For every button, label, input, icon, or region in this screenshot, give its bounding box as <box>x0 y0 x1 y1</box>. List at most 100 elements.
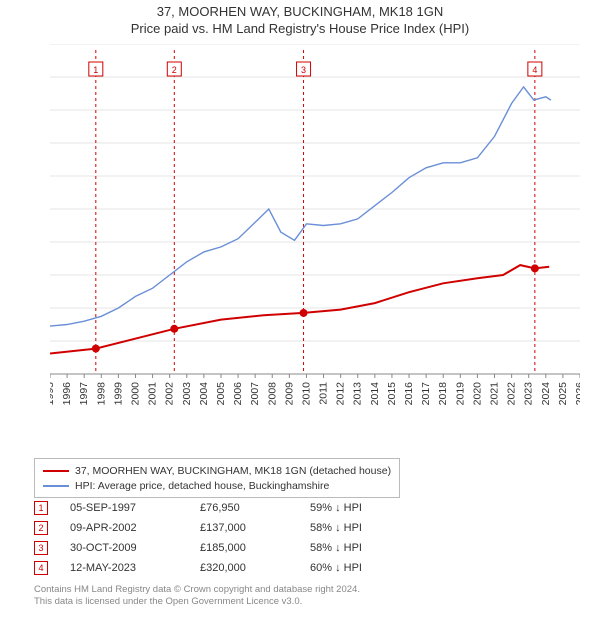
legend-label: HPI: Average price, detached house, Buck… <box>75 480 329 492</box>
xtick-label: 2012 <box>335 382 347 406</box>
marker-num: 2 <box>172 65 177 75</box>
xtick-label: 1997 <box>78 382 90 406</box>
transaction-pct: 58% ↓ HPI <box>310 522 420 534</box>
xtick-label: 2010 <box>300 382 312 406</box>
xtick-label: 2006 <box>232 382 244 406</box>
xtick-label: 2009 <box>283 382 295 406</box>
xtick-label-g: 2000 <box>129 382 141 406</box>
chart-title-line2: Price paid vs. HM Land Registry's House … <box>0 21 600 36</box>
xtick-label: 2001 <box>147 382 159 406</box>
xtick-label: 2004 <box>198 382 210 406</box>
xtick-label: 2017 <box>420 382 432 406</box>
xtick-label-g: 1998 <box>95 382 107 406</box>
xtick-label: 2026 <box>574 382 580 406</box>
xtick-label-g: 2025 <box>557 382 569 406</box>
xtick-label: 1995 <box>50 382 56 406</box>
transaction-marker: 2 <box>34 521 48 535</box>
transaction-price: £137,000 <box>200 522 310 534</box>
xtick-label: 2016 <box>403 382 415 406</box>
marker-dot <box>170 325 178 333</box>
marker-dot <box>300 309 308 317</box>
xtick-label-g: 1999 <box>112 382 124 406</box>
xtick-label: 2005 <box>215 382 227 406</box>
xtick-label: 2013 <box>352 382 364 406</box>
xtick-label: 2015 <box>386 382 398 406</box>
transaction-price: £185,000 <box>200 542 310 554</box>
xtick-label: 1999 <box>112 382 124 406</box>
chart-title-block: 37, MOORHEN WAY, BUCKINGHAM, MK18 1GN Pr… <box>0 0 600 36</box>
xtick-label: 2020 <box>471 382 483 406</box>
transaction-pct: 58% ↓ HPI <box>310 542 420 554</box>
marker-num: 4 <box>532 65 537 75</box>
xtick-label: 2019 <box>454 382 466 406</box>
xtick-label-g: 2017 <box>420 382 432 406</box>
xtick-label-g: 2021 <box>489 382 501 406</box>
xtick-label-g: 2006 <box>232 382 244 406</box>
chart-title-line1: 37, MOORHEN WAY, BUCKINGHAM, MK18 1GN <box>0 4 600 19</box>
transaction-date: 30-OCT-2009 <box>70 542 200 554</box>
xtick-label: 2023 <box>523 382 535 406</box>
xtick-label-g: 2014 <box>369 382 381 406</box>
xtick-label-g: 2020 <box>471 382 483 406</box>
transaction-pct: 59% ↓ HPI <box>310 502 420 514</box>
transaction-row: 3 30-OCT-2009£185,00058% ↓ HPI <box>34 538 420 558</box>
xtick-label-g: 2016 <box>403 382 415 406</box>
footer-line1: Contains HM Land Registry data © Crown c… <box>34 584 360 596</box>
xtick-label-g: 2024 <box>540 382 552 406</box>
xtick-label: 2024 <box>540 382 552 406</box>
series-price_paid <box>50 265 549 353</box>
footer-line2: This data is licensed under the Open Gov… <box>34 596 360 608</box>
xtick-label: 2025 <box>557 382 569 406</box>
transaction-price: £76,950 <box>200 502 310 514</box>
legend-swatch <box>43 485 69 487</box>
marker-num: 3 <box>301 65 306 75</box>
legend-row: HPI: Average price, detached house, Buck… <box>43 478 391 493</box>
legend-label: 37, MOORHEN WAY, BUCKINGHAM, MK18 1GN (d… <box>75 465 391 477</box>
xtick-label-g: 2026 <box>574 382 580 406</box>
xtick-label-g: 2003 <box>181 382 193 406</box>
xtick-label-g: 1997 <box>78 382 90 406</box>
xtick-label: 1998 <box>95 382 107 406</box>
xtick-label-g: 2012 <box>335 382 347 406</box>
xtick-label-g: 2001 <box>147 382 159 406</box>
xtick-label-g: 2011 <box>318 382 330 405</box>
xtick-label-g: 1995 <box>50 382 56 406</box>
xtick-label: 2022 <box>506 382 518 406</box>
transaction-row: 412-MAY-2023£320,00060% ↓ HPI <box>34 558 420 578</box>
transaction-row: 2 09-APR-2002£137,00058% ↓ HPI <box>34 518 420 538</box>
xtick-label-g: 2023 <box>523 382 535 406</box>
xtick-label: 2008 <box>266 382 278 406</box>
transactions-table: 105-SEP-1997£76,95059% ↓ HPI 2 09-APR-2002… <box>34 498 420 578</box>
xtick-label-g: 2010 <box>300 382 312 406</box>
marker-dot <box>92 345 100 353</box>
xtick-label-g: 2019 <box>454 382 466 406</box>
legend: 37, MOORHEN WAY, BUCKINGHAM, MK18 1GN (d… <box>34 458 400 498</box>
xtick-label-g: 1996 <box>61 382 73 406</box>
xtick-label-g: 2002 <box>164 382 176 406</box>
footer: Contains HM Land Registry data © Crown c… <box>34 584 360 609</box>
xtick-label: 1996 <box>61 382 73 406</box>
xtick-label-g: 2007 <box>249 382 261 406</box>
xtick-label: 2018 <box>437 382 449 406</box>
transaction-date: 09-APR-2002 <box>70 522 200 534</box>
xtick-label-g: 2022 <box>506 382 518 406</box>
series-hpi <box>50 87 551 326</box>
marker-num: 1 <box>93 65 98 75</box>
transaction-marker: 4 <box>34 561 48 575</box>
xtick-label-g: 2009 <box>283 382 295 406</box>
xtick-label: 2021 <box>489 382 501 406</box>
xtick-label-g: 2013 <box>352 382 364 406</box>
transaction-marker: 1 <box>34 501 48 515</box>
chart-svg: £0£100K£200K£300K£400K£500K£600K£700K£80… <box>50 44 580 414</box>
xtick-label: 2002 <box>164 382 176 406</box>
xtick-label-g: 2018 <box>437 382 449 406</box>
xtick-label: 2000 <box>129 382 141 406</box>
transaction-date: 12-MAY-2023 <box>70 562 200 574</box>
legend-swatch <box>43 470 69 472</box>
xtick-label-g: 2004 <box>198 382 210 406</box>
transaction-row: 105-SEP-1997£76,95059% ↓ HPI <box>34 498 420 518</box>
xtick-label: 2014 <box>369 382 381 406</box>
xtick-label: 2003 <box>181 382 193 406</box>
transaction-marker: 3 <box>34 541 48 555</box>
xtick-label-g: 2015 <box>386 382 398 406</box>
